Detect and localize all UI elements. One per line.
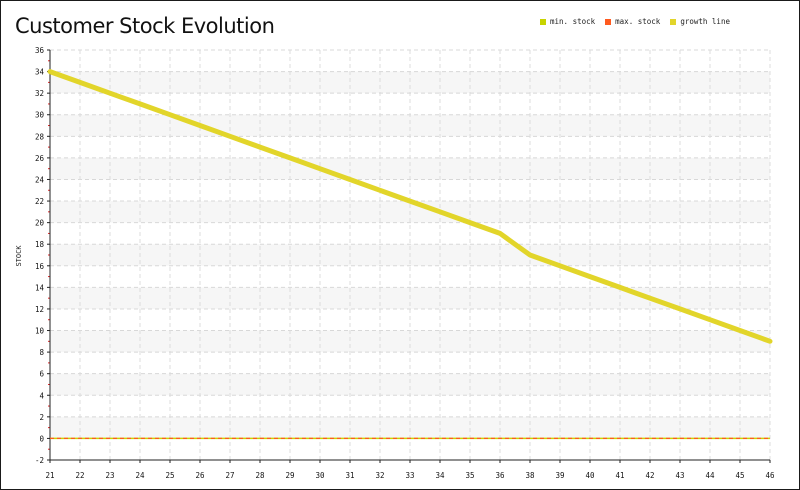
x-tick-label: 45 — [735, 471, 744, 480]
y-tick-label: 28 — [35, 132, 45, 141]
y-tick-label: 2 — [39, 413, 44, 422]
x-tick-label: 41 — [615, 471, 624, 480]
y-tick-label: 22 — [35, 197, 44, 206]
legend: MIN. STOCK MAX. STOCK GROWTH LINE — [540, 17, 730, 26]
x-tick-label: 38 — [525, 471, 535, 480]
x-tick-label: 44 — [705, 471, 715, 480]
x-tick-label: 22 — [75, 471, 84, 480]
x-tick-label: 29 — [285, 471, 294, 480]
y-tick-label: 6 — [39, 370, 44, 379]
legend-swatch-min-stock — [540, 18, 546, 25]
x-tick-label: 32 — [375, 471, 384, 480]
x-tick-label: 27 — [225, 471, 234, 480]
x-tick-label: 23 — [105, 471, 114, 480]
x-tick-label: 25 — [165, 471, 174, 480]
chart-title: Customer Stock Evolution — [15, 14, 275, 38]
y-tick-label: 18 — [35, 240, 45, 249]
y-tick-label: 10 — [35, 327, 45, 336]
y-tick-label: 34 — [35, 68, 45, 77]
legend-item-max-stock: MAX. STOCK — [605, 17, 660, 26]
x-tick-label: 26 — [195, 471, 205, 480]
series-line-growth-line — [47, 69, 773, 344]
x-tick-label: 31 — [345, 471, 354, 480]
x-tick-label: 42 — [645, 471, 654, 480]
legend-swatch-max-stock — [605, 18, 612, 25]
y-tick-label: 0 — [39, 434, 44, 443]
x-tick-label: 21 — [45, 471, 54, 480]
legend-label-max-stock: MAX. STOCK — [615, 17, 661, 26]
legend-swatch-growth-line — [670, 18, 677, 25]
y-tick-label: 4 — [39, 391, 44, 400]
y-tick-label: 12 — [35, 305, 44, 314]
x-tick-label: 36 — [495, 471, 505, 480]
y-tick-label: -2 — [35, 456, 44, 465]
x-tick-label: 33 — [405, 471, 414, 480]
y-tick-label: 30 — [35, 111, 45, 120]
legend-item-min-stock: MIN. STOCK — [540, 17, 595, 26]
grid-band — [50, 373, 770, 396]
y-tick-label: 14 — [35, 283, 45, 292]
y-tick-label: 36 — [35, 46, 45, 55]
y-tick-label: 32 — [35, 89, 44, 98]
x-tick-label: 40 — [585, 471, 595, 480]
x-tick-label: 35 — [465, 471, 474, 480]
x-tick-label: 43 — [675, 471, 684, 480]
x-tick-label: 39 — [555, 471, 564, 480]
legend-label-growth-line: GROWTH LINE — [680, 17, 730, 26]
legend-label-min-stock: MIN. STOCK — [550, 17, 596, 26]
y-tick-label: 24 — [35, 175, 45, 184]
x-tick-label: 24 — [135, 471, 145, 480]
x-tick-label: 34 — [435, 471, 445, 480]
legend-item-growth-line: GROWTH LINE — [670, 17, 730, 26]
x-tick-label: 30 — [315, 471, 325, 480]
y-tick-label: 8 — [39, 348, 44, 357]
y-tick-label: 16 — [35, 262, 45, 271]
grid-band — [50, 114, 770, 137]
y-tick-label: 20 — [35, 219, 45, 228]
x-tick-label: 28 — [255, 471, 265, 480]
y-tick-label: 26 — [35, 154, 45, 163]
x-tick-label: 46 — [765, 471, 775, 480]
